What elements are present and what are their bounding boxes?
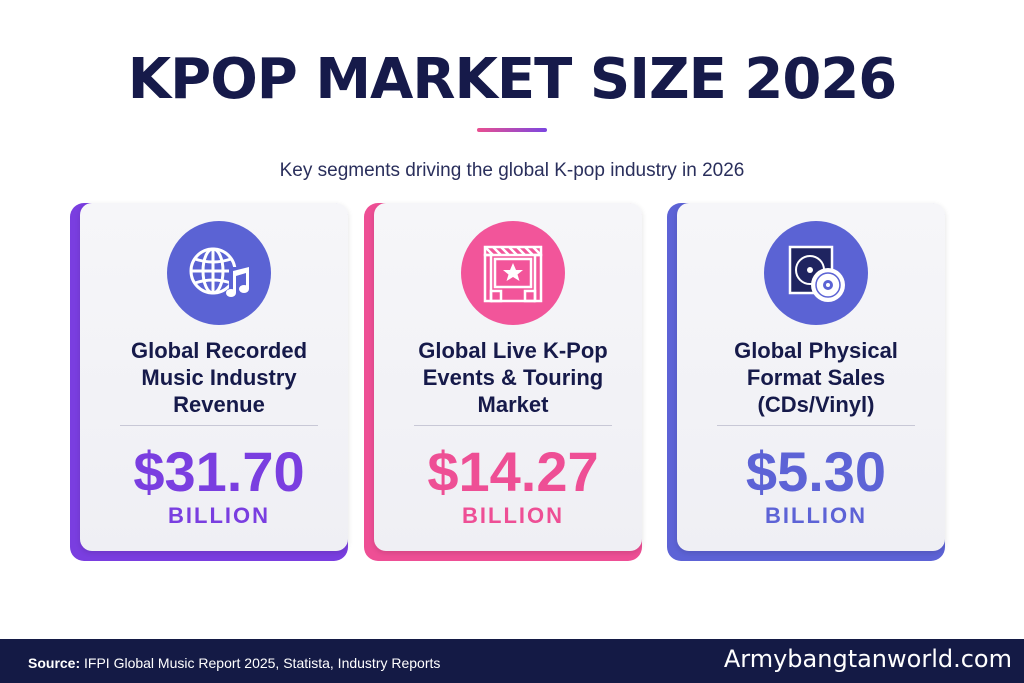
card-physical-sales: Global Physical Format Sales (CDs/Vinyl)… [667,203,945,561]
brand-link[interactable]: Armybangtanworld.com [723,645,1012,673]
page-subtitle: Key segments driving the global K-pop in… [279,160,745,181]
source-label: Source: [28,655,81,671]
card-label-line: Global Live K-Pop [418,338,608,363]
card-recorded-music: Global Recorded Music Industry Revenue $… [70,203,348,561]
card-label-line: Events & Touring [422,365,604,390]
card-panel: Global Physical Format Sales (CDs/Vinyl)… [677,203,945,551]
footer-bar: Source: IFPI Global Music Report 2025, S… [0,639,1024,683]
card-label-line: Format Sales [746,365,886,390]
globe-music-icon [167,221,271,325]
card-divider [414,425,612,426]
card-label: Global Recorded Music Industry Revenue [90,337,348,418]
source-text: IFPI Global Music Report 2025, Statista,… [80,655,441,671]
card-label-line: Revenue [173,392,265,417]
source-note: Source: IFPI Global Music Report 2025, S… [28,655,440,671]
card-value: $14.27 [427,440,599,503]
card-label-line: Music Industry [141,365,297,390]
card-label-line: Global Recorded [130,338,308,363]
stage-star-icon [461,221,565,325]
card-panel: Global Live K-Pop Events & Touring Marke… [374,203,642,551]
card-panel: Global Recorded Music Industry Revenue $… [80,203,348,551]
card-label-line: Global Physical [734,338,898,363]
card-divider [717,425,915,426]
card-value: $31.70 [133,440,305,503]
card-label: Global Live K-Pop Events & Touring Marke… [384,337,642,418]
vinyl-cd-icon [764,221,868,325]
card-unit: BILLION [765,503,867,528]
title-underline [477,128,547,132]
card-unit: BILLION [462,503,564,528]
page-title: KPOP MARKET SIZE 2026 [127,47,898,112]
card-label: Global Physical Format Sales (CDs/Vinyl) [687,337,945,418]
card-live-events: Global Live K-Pop Events & Touring Marke… [364,203,642,561]
card-label-line: Market [477,392,549,417]
card-value: $5.30 [745,440,887,503]
card-divider [120,425,318,426]
card-unit: BILLION [168,503,270,528]
card-label-line: (CDs/Vinyl) [757,392,875,417]
